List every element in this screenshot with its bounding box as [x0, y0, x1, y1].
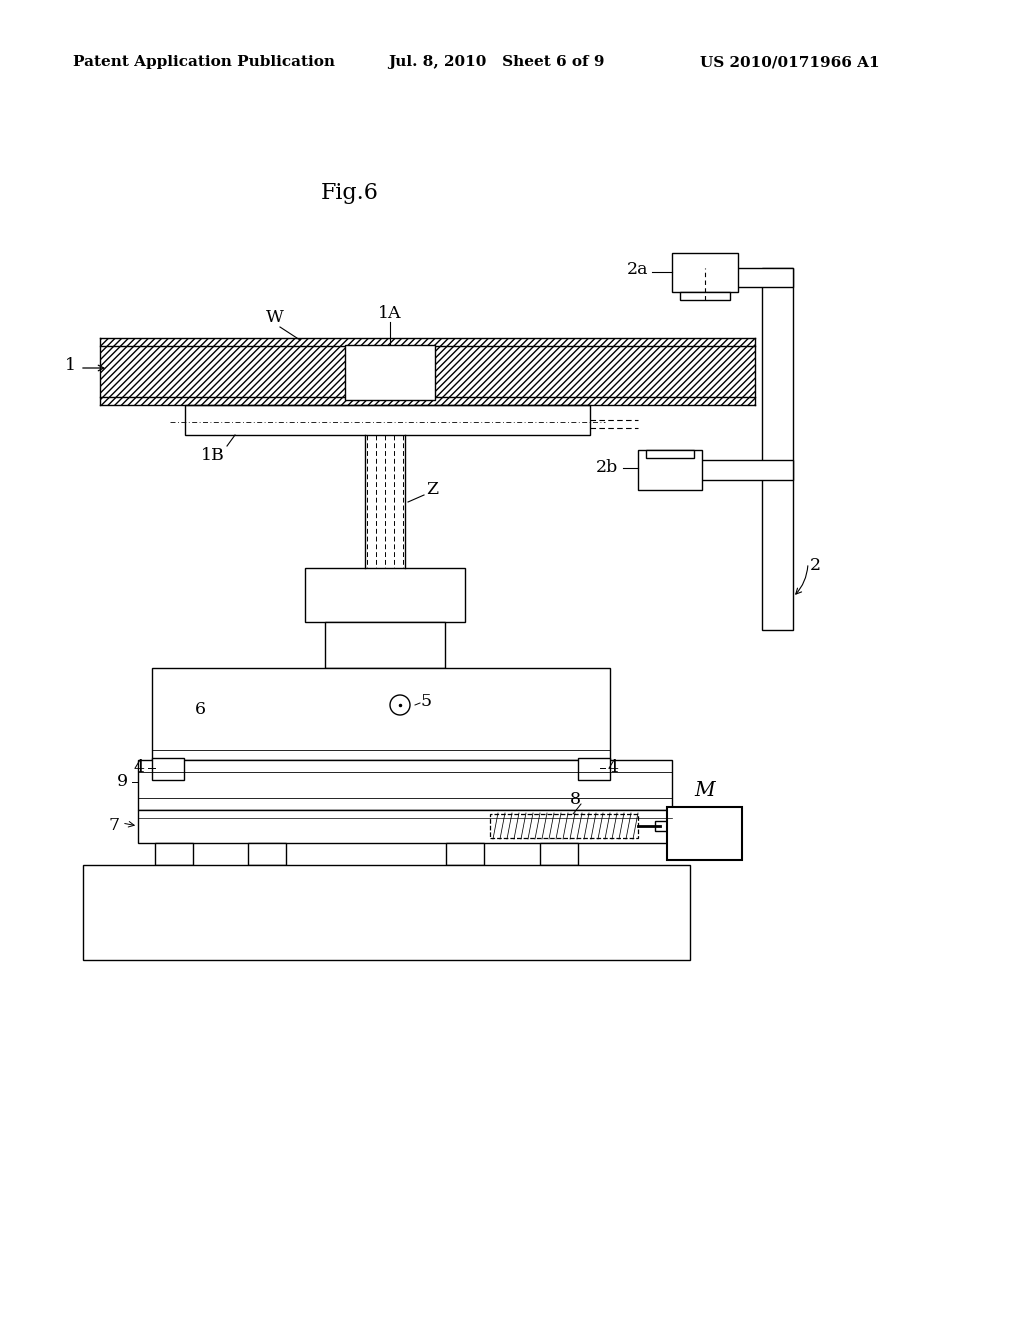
- Bar: [540, 843, 578, 865]
- Bar: [83, 865, 690, 960]
- Bar: [646, 450, 694, 458]
- Text: 7: 7: [109, 817, 120, 833]
- Text: US 2010/0171966 A1: US 2010/0171966 A1: [700, 55, 880, 69]
- Bar: [693, 268, 793, 286]
- Bar: [152, 668, 610, 760]
- Text: 9: 9: [117, 774, 128, 791]
- Bar: [680, 292, 730, 300]
- Bar: [638, 450, 702, 490]
- Text: 8: 8: [569, 792, 581, 808]
- Bar: [305, 568, 465, 622]
- Text: 5: 5: [420, 693, 431, 710]
- Bar: [152, 758, 184, 780]
- Bar: [100, 338, 755, 405]
- Text: Fig.6: Fig.6: [322, 182, 379, 205]
- Text: Patent Application Publication: Patent Application Publication: [73, 55, 335, 69]
- Text: 2: 2: [810, 557, 821, 573]
- Text: 2b: 2b: [596, 459, 618, 477]
- Bar: [185, 405, 590, 436]
- Bar: [138, 810, 672, 843]
- Text: Jul. 8, 2010   Sheet 6 of 9: Jul. 8, 2010 Sheet 6 of 9: [388, 55, 604, 69]
- Text: W: W: [266, 309, 284, 326]
- Text: Z: Z: [426, 482, 438, 499]
- Text: 1: 1: [65, 356, 76, 374]
- Bar: [490, 814, 638, 838]
- Text: 6: 6: [195, 701, 206, 718]
- Bar: [655, 821, 667, 832]
- Bar: [345, 345, 435, 400]
- Text: 1B: 1B: [201, 446, 225, 463]
- Bar: [325, 622, 445, 668]
- Bar: [667, 807, 742, 861]
- Bar: [155, 843, 193, 865]
- Bar: [762, 268, 793, 630]
- Text: 4: 4: [134, 759, 145, 776]
- Text: M: M: [694, 780, 716, 800]
- Text: 1A: 1A: [378, 305, 401, 322]
- Text: 2a: 2a: [627, 261, 648, 279]
- Bar: [446, 843, 484, 865]
- Bar: [138, 760, 672, 810]
- Bar: [248, 843, 286, 865]
- Bar: [693, 459, 793, 480]
- Bar: [672, 253, 738, 292]
- Text: 4: 4: [608, 759, 618, 776]
- Bar: [578, 758, 610, 780]
